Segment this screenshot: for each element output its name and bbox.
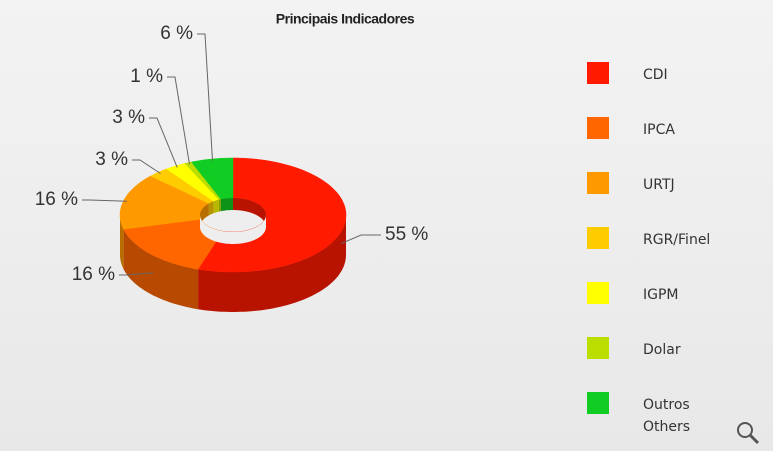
legend-swatch <box>587 337 609 359</box>
zoom-icon[interactable] <box>737 422 760 445</box>
legend-swatch <box>587 62 609 84</box>
data-label: 16 % <box>35 189 78 210</box>
legend-swatch <box>587 392 609 414</box>
hole-floor <box>200 215 266 244</box>
legend-label: CDI <box>643 67 668 83</box>
legend-label: URTJ <box>643 177 675 193</box>
leader-line <box>341 234 381 245</box>
leader-line <box>132 159 161 174</box>
leader-line <box>82 199 127 202</box>
hole-wall <box>208 201 214 216</box>
legend-swatch <box>587 117 609 139</box>
legend-label: IPCA <box>643 122 675 138</box>
leader-line <box>197 33 213 161</box>
hole-wall <box>220 198 233 212</box>
hole-wall <box>218 199 221 212</box>
legend-swatch <box>587 282 609 304</box>
slice-side <box>123 229 199 310</box>
leader-line <box>167 76 190 165</box>
hole-wall <box>213 199 219 214</box>
data-label: 55 % <box>385 224 428 245</box>
leader-line <box>119 272 154 276</box>
slice-side <box>120 215 124 270</box>
legend-swatch <box>587 227 609 249</box>
slice-side <box>198 215 346 312</box>
legend-label: IGPM <box>643 287 679 303</box>
data-label: 3 % <box>95 149 128 170</box>
legend-swatch <box>587 172 609 194</box>
legend-label: RGR/Finel <box>643 232 711 248</box>
pie <box>119 157 347 312</box>
data-label: 6 % <box>160 23 193 44</box>
legend-label: Dolar <box>643 342 681 358</box>
legend-label: Outros Others <box>643 397 691 435</box>
data-label: 16 % <box>72 264 115 285</box>
hole-wall <box>200 203 209 227</box>
chart-title: Principais Indicadores <box>276 11 415 27</box>
data-label: 1 % <box>130 66 163 87</box>
hole-wall <box>233 198 266 227</box>
data-label: 3 % <box>112 107 145 128</box>
leader-line <box>149 117 178 168</box>
